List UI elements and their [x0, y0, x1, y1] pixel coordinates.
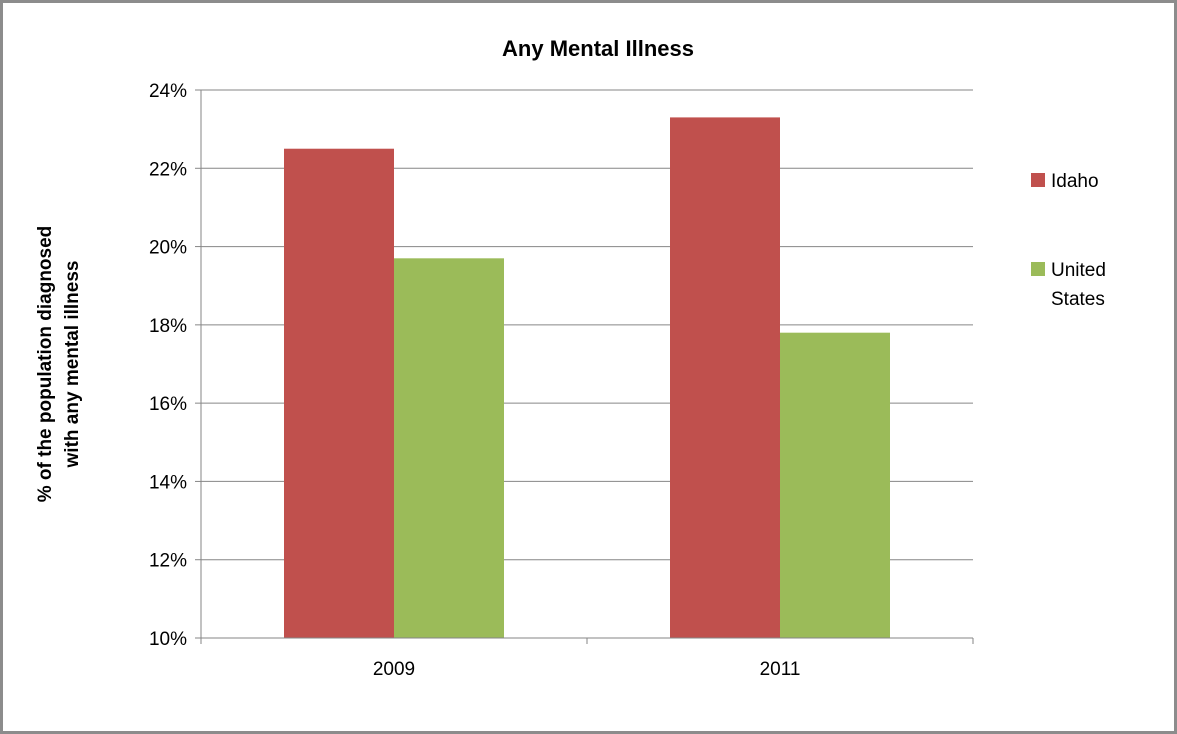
bar-united-states-2009: [394, 258, 504, 638]
bar-idaho-2009: [284, 148, 394, 638]
legend: Idaho United States: [1031, 171, 1106, 310]
y-tick-label: 14%: [149, 472, 187, 493]
y-tick-label: 12%: [149, 551, 187, 572]
bar-united-states-2011: [780, 332, 890, 638]
y-tick-label: 24%: [149, 81, 187, 102]
x-tick-label: 2009: [373, 659, 415, 680]
y-tick-label: 20%: [149, 238, 187, 259]
y-tick-label: 16%: [149, 394, 187, 415]
y-axis-label-line-1: % of the population diagnosed: [35, 226, 56, 503]
y-axis-label-line-2: with any mental illness: [62, 261, 83, 469]
x-tick-label: 2011: [760, 659, 801, 680]
y-tick-label: 10%: [149, 629, 187, 650]
bars-layer: [284, 117, 890, 638]
legend-label-line: Idaho: [1051, 171, 1099, 192]
legend-swatch-united-states: [1031, 262, 1045, 276]
bar-idaho-2011: [670, 117, 780, 638]
legend-label-line: States: [1051, 289, 1105, 310]
legend-label-united-states: United States: [1051, 260, 1106, 310]
axis-layer: 10% 12% 14% 16% 18% 20% 22% 24% 2009 2011: [149, 81, 974, 680]
y-tick-label: 18%: [149, 316, 187, 337]
legend-label-line: United: [1051, 260, 1106, 281]
chart-svg: 10% 12% 14% 16% 18% 20% 22% 24% 2009 2011 Any Men…: [35, 36, 1106, 680]
y-tick-label: 22%: [149, 159, 187, 180]
chart-title: Any Mental Illness: [502, 36, 694, 61]
legend-swatch-idaho: [1031, 173, 1045, 187]
legend-label-idaho: Idaho: [1051, 171, 1099, 192]
